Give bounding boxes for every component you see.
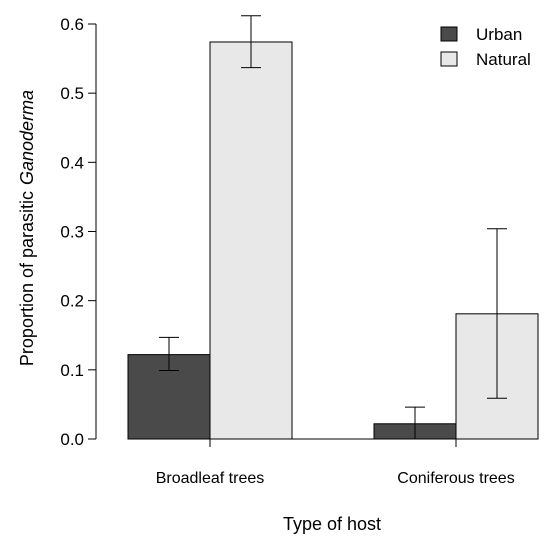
y-axis-title: Proportion of parasitic Ganoderma [17,90,37,366]
legend-swatch-natural [440,51,458,67]
y-tick-label: 0.0 [60,430,84,449]
bars-layer [127,41,539,440]
y-tick-label: 0.3 [60,223,84,242]
x-category-label: Broadleaf trees [156,470,265,487]
x-axis-title: Type of host [283,514,381,534]
y-tick-label: 0.5 [60,84,84,103]
category-labels: Broadleaf trees Coniferous trees [156,439,515,487]
y-tick-label: 0.2 [60,292,84,311]
x-category-label: Coniferous trees [397,470,514,487]
y-tick-label: 0.6 [60,15,84,34]
y-axis-title-italic: Ganoderma [17,90,37,185]
legend: Urban Natural [440,25,531,69]
y-tick-label: 0.4 [60,153,84,172]
legend-label-urban: Urban [476,25,522,44]
error-bars-layer [159,15,507,440]
y-tick-label: 0.1 [60,361,84,380]
y-axis-title-prefix: Proportion of parasitic [17,191,37,366]
bar-natural-0 [209,41,293,440]
legend-label-natural: Natural [476,50,531,69]
y-axis: 0.0 0.1 0.2 0.3 0.4 0.5 0.6 [60,15,97,449]
legend-swatch-urban [440,26,458,42]
